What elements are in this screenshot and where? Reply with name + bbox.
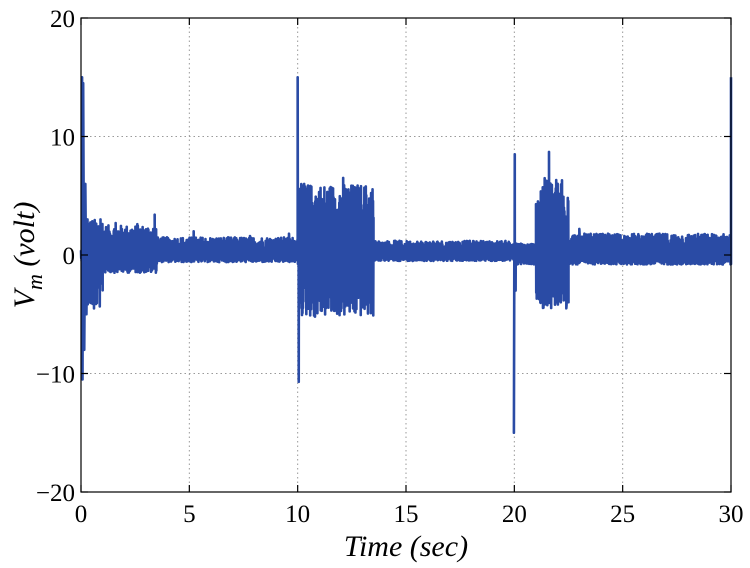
y-axis-label-symbol: V — [8, 286, 41, 308]
tick-marks — [80, 17, 732, 493]
y-axis-label-unit: (volt) — [8, 202, 41, 274]
x-tick-label: 0 — [75, 501, 88, 528]
y-tick-label: 10 — [50, 125, 75, 152]
series-group — [79, 75, 733, 435]
y-tick-label: −20 — [36, 480, 75, 507]
y-tick-label: 0 — [63, 243, 76, 270]
y-axis-label: Vm (volt) — [8, 202, 47, 309]
x-tick-labels: 0 5 10 15 20 25 30 — [75, 501, 744, 528]
x-axis-label: Time (sec) — [344, 530, 468, 563]
x-tick-label: 30 — [719, 501, 744, 528]
x-tick-label: 20 — [502, 501, 527, 528]
y-tick-label: −10 — [36, 362, 75, 389]
x-tick-label: 25 — [610, 501, 635, 528]
x-tick-label: 10 — [285, 501, 310, 528]
series-line — [79, 75, 733, 435]
x-tick-label: 15 — [394, 501, 419, 528]
y-axis-label-subscript: m — [22, 274, 47, 290]
x-tick-label: 5 — [183, 501, 196, 528]
y-tick-labels: −20 −10 0 10 20 — [36, 6, 75, 507]
y-tick-label: 20 — [50, 6, 75, 33]
